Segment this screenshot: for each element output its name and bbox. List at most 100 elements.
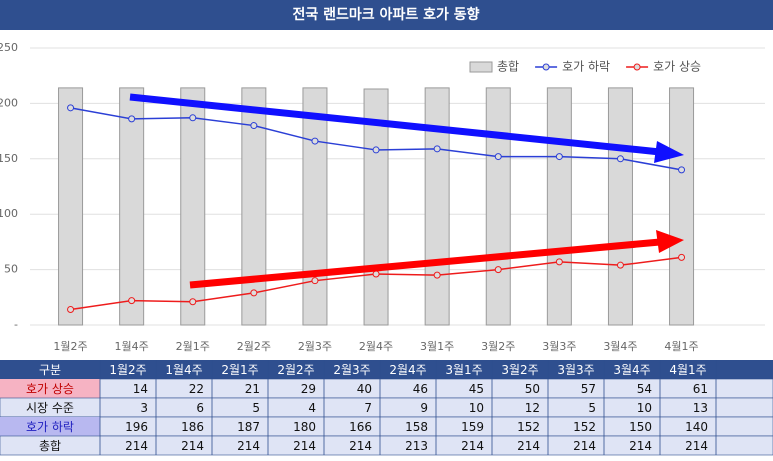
table-cell: 214 [349,439,372,453]
table-cell: 4 [308,401,316,415]
point [433,271,441,279]
table-cell: 40 [357,382,372,396]
table-cell: 152 [573,420,596,434]
x-tick-label: 3월4주 [603,340,637,353]
x-tick-label: 3월2주 [481,340,515,353]
table-cell: 214 [293,439,316,453]
bar [119,87,145,326]
bar [424,87,450,326]
bar [58,87,84,326]
point [433,145,441,153]
point [555,153,563,161]
point [494,266,502,274]
table-row-bg [0,378,773,399]
table-cell: 214 [125,439,148,453]
legend-marker [633,63,641,71]
table-header-bg [0,360,773,379]
table-column-header: 2월4주 [389,363,426,377]
table-cell: 10 [469,401,484,415]
table-cell: 152 [517,420,540,434]
table-column-header: 2월2주 [277,363,314,377]
legend-label: 호가 하락 [562,60,610,74]
x-tick-label: 3월3주 [542,340,576,353]
row-name: 호가 상승 [26,382,74,396]
x-tick-label: 2월2주 [237,340,271,353]
point [128,115,136,123]
x-tick-label: 1월2주 [53,340,87,353]
table-column-header: 1월2주 [109,363,146,377]
table-cell: 6 [196,401,204,415]
bar [669,87,695,326]
x-tick-label: 3월1주 [420,340,454,353]
row-name-bg [0,417,100,436]
table-cell: 214 [517,439,540,453]
table-cell: 61 [693,382,708,396]
table-column-header: 3월4주 [613,363,650,377]
row-name: 호가 하락 [26,420,74,434]
x-tick-label: 2월4주 [359,340,393,353]
point [67,104,75,112]
point [189,298,197,306]
y-tick-label: 100 [0,207,18,220]
bar [302,87,328,326]
point [250,289,258,297]
x-tick-label: 2월1주 [176,340,210,353]
point [494,153,502,161]
red-arrowhead [656,230,684,253]
title-band [0,0,773,30]
table-cell: 14 [133,382,148,396]
table-cell: 29 [301,382,316,396]
table-cell: 12 [525,401,540,415]
table-header: 구분 [39,363,61,377]
y-tick-label: 50 [4,263,18,276]
table-column-header: 4월1주 [669,363,706,377]
table-cell: 159 [461,420,484,434]
point [311,137,319,145]
legend-label: 호가 상승 [653,60,701,74]
table-cell: 196 [125,420,148,434]
table-column-header: 3월2주 [501,363,538,377]
table-column-header: 1월4주 [165,363,202,377]
legend-marker [542,63,550,71]
table-cell: 158 [405,420,428,434]
table-cell: 214 [629,439,652,453]
bar [363,88,389,326]
table-cell: 180 [293,420,316,434]
table-cell: 214 [461,439,484,453]
table-cell: 186 [181,420,204,434]
table-column-header: 2월1주 [221,363,258,377]
table-cell: 213 [405,439,428,453]
chart-title: 전국 랜드마크 아파트 호가 동향 [293,6,480,23]
bar [180,87,206,326]
table-row-bg [0,435,773,456]
point [678,253,686,261]
table-column-header: 2월3주 [333,363,370,377]
point [555,258,563,266]
table-cell: 187 [237,420,260,434]
x-tick-label: 1월4주 [115,340,149,353]
table-cell: 5 [588,401,596,415]
blue-arrow [129,93,661,156]
x-tick-label: 2월3주 [298,340,332,353]
y-tick-label: - [14,318,18,331]
bar [607,87,633,326]
trend-arrows [129,93,684,289]
bar [546,87,572,326]
blue-arrowhead [654,141,684,163]
point [250,122,258,130]
y-tick-label: 250 [0,41,18,54]
point [372,270,380,278]
table-cell: 150 [629,420,652,434]
point [189,114,197,122]
table-cell: 46 [413,382,428,396]
point [311,277,319,285]
table-row-bg [0,397,773,418]
table-column-header: 3월3주 [557,363,594,377]
legend-swatch [469,61,493,73]
table-cell: 45 [469,382,484,396]
table-cell: 9 [420,401,428,415]
point [372,146,380,154]
point [678,166,686,174]
